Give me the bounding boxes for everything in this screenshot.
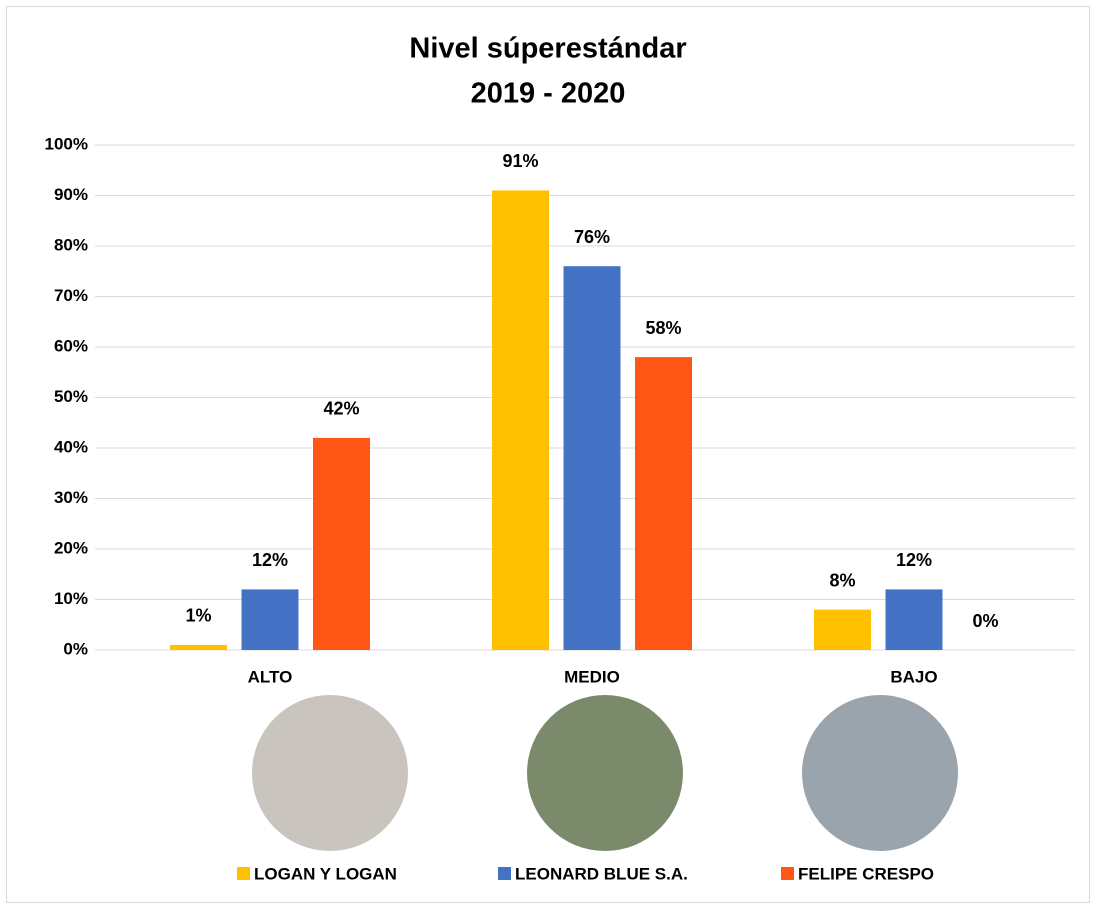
legend-label: FELIPE CRESPO: [798, 864, 934, 883]
y-tick-label: 20%: [54, 538, 88, 557]
legend-label: LEONARD BLUE S.A.: [515, 864, 688, 883]
bar: [492, 190, 549, 650]
photos: [252, 695, 958, 851]
x-tick-label: MEDIO: [564, 667, 620, 686]
y-tick-label: 80%: [54, 235, 88, 254]
bar: [635, 357, 692, 650]
y-tick-label: 60%: [54, 336, 88, 355]
legend-swatch: [237, 867, 250, 880]
value-label: 76%: [574, 227, 610, 247]
bar: [170, 645, 227, 650]
bar: [313, 438, 370, 650]
chart-subtitle: 2019 - 2020: [471, 78, 626, 110]
value-label: 0%: [972, 611, 998, 631]
bar: [814, 610, 871, 650]
y-tick-label: 0%: [63, 639, 88, 658]
bar: [242, 589, 299, 650]
value-label: 12%: [252, 550, 288, 570]
legend-swatch: [498, 867, 511, 880]
value-label: 8%: [829, 570, 855, 590]
y-tick-label: 90%: [54, 185, 88, 204]
chart-title: Nivel súperestándar: [409, 33, 686, 65]
y-tick-label: 50%: [54, 387, 88, 406]
legend-label: LOGAN Y LOGAN: [254, 864, 397, 883]
value-label: 12%: [896, 550, 932, 570]
bar: [564, 266, 621, 650]
x-tick-label: BAJO: [890, 667, 937, 686]
value-label: 42%: [323, 399, 359, 419]
photo: [252, 695, 408, 851]
chart: Nivel súperestándar 2019 - 2020 0% 10% 20%…: [0, 0, 1096, 909]
bar: [886, 589, 943, 650]
y-tick-label: 30%: [54, 488, 88, 507]
y-tick-label: 40%: [54, 437, 88, 456]
photo: [527, 695, 683, 851]
x-tick-label: ALTO: [248, 667, 293, 686]
y-tick-label: 10%: [54, 589, 88, 608]
value-label: 1%: [185, 606, 211, 626]
photo: [802, 695, 958, 851]
legend-swatch: [781, 867, 794, 880]
value-label: 91%: [502, 151, 538, 171]
y-tick-label: 70%: [54, 286, 88, 305]
value-label: 58%: [645, 318, 681, 338]
y-tick-label: 100%: [45, 134, 88, 153]
